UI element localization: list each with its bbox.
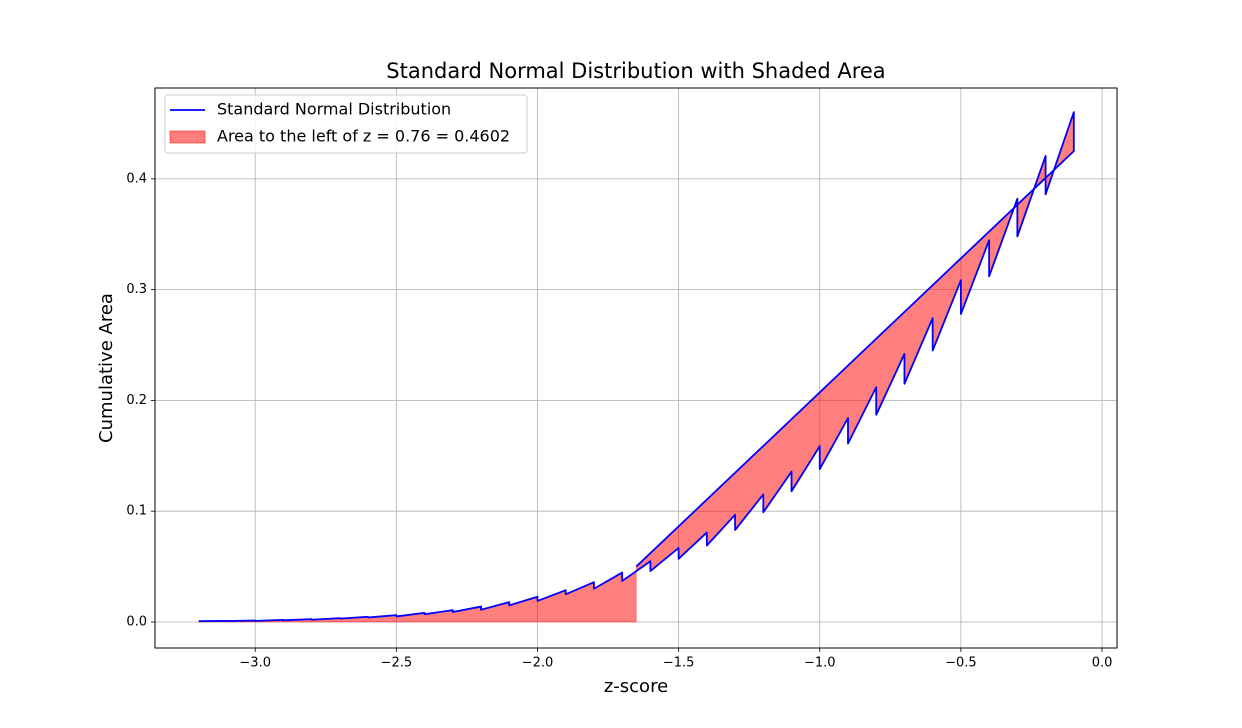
y-tick-label: 0.2 [126, 393, 147, 408]
x-tick-label: −1.0 [804, 656, 836, 671]
x-axis-label: z-score [604, 676, 668, 697]
y-tick-label: 0.4 [126, 171, 147, 186]
legend-box [164, 94, 528, 154]
y-tick-label: 0.1 [126, 504, 147, 519]
y-tick-label: 0.0 [126, 614, 147, 629]
x-tick-label: −3.0 [239, 656, 271, 671]
x-tick-label: 0.0 [1092, 656, 1113, 671]
legend-patch [169, 130, 206, 144]
line [198, 111, 1075, 623]
x-tick-label: −2.0 [522, 656, 554, 671]
x-tick-label: −1.5 [663, 656, 695, 671]
legend: Standard Normal Distribution Area to the … [164, 94, 528, 154]
x-tick-label: −2.5 [381, 656, 413, 671]
y-tick-label: 0.3 [126, 282, 147, 297]
axes-frame [154, 87, 1118, 649]
x-tick-label: −0.5 [945, 656, 977, 671]
chart-title: Standard Normal Distribution with Shaded… [386, 59, 885, 83]
legend-label: Standard Normal Distribution [217, 100, 451, 119]
y-axis-label: Cumulative Area [96, 293, 117, 443]
legend-label: Area to the left of z = 0.76 = 0.4602 [217, 127, 510, 146]
